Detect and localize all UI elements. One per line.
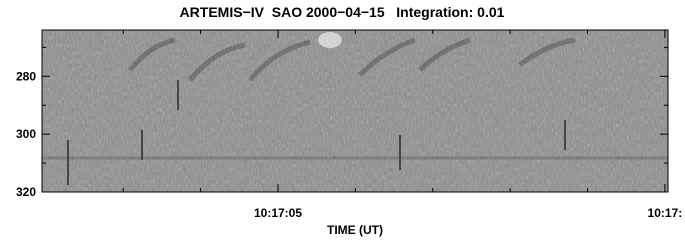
y-tick-label: 300 bbox=[16, 127, 36, 141]
spectrogram-image bbox=[42, 30, 668, 192]
chart: ARTEMIS−IV SAO 2000−04−15 Integration: 0… bbox=[0, 0, 685, 246]
x-tick-label: 10:17: bbox=[648, 206, 683, 220]
x-tick-label: 10:17:05 bbox=[254, 206, 302, 220]
y-tick-label: 280 bbox=[16, 69, 36, 83]
chart-title: ARTEMIS−IV SAO 2000−04−15 Integration: 0… bbox=[180, 4, 505, 20]
y-tick-label: 320 bbox=[16, 185, 36, 199]
x-axis-label: TIME (UT) bbox=[327, 223, 383, 237]
